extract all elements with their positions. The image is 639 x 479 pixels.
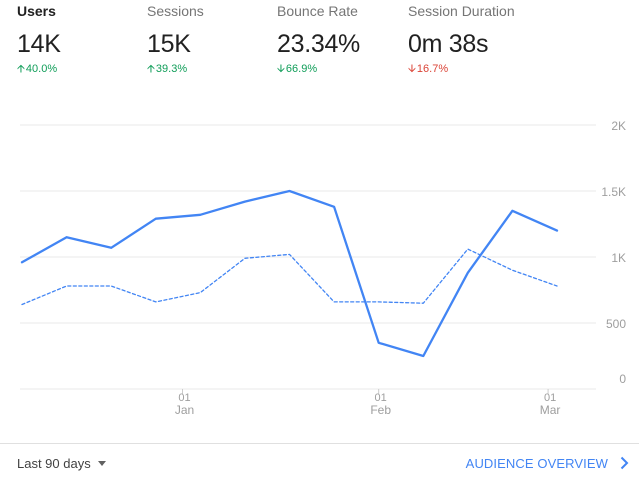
metric-change-value: 16.7% bbox=[416, 63, 449, 75]
arrow-up-icon: 🡩 bbox=[17, 62, 25, 75]
footer-divider bbox=[0, 443, 639, 444]
metric-value: 0m 38s bbox=[408, 30, 489, 58]
metric-label: Session Duration bbox=[408, 3, 515, 19]
metric-tab-bounce-rate[interactable]: Bounce Rate 23.34% 🡫 66.9% bbox=[277, 0, 392, 90]
audience-overview-link[interactable]: AUDIENCE OVERVIEW bbox=[466, 454, 629, 472]
y-tick-label: 500 bbox=[606, 317, 626, 331]
y-tick-label: 1.5K bbox=[601, 185, 626, 199]
metric-tab-users[interactable]: Users 14K 🡩 40.0% bbox=[17, 0, 127, 90]
metric-change-value: 40.0% bbox=[25, 63, 58, 75]
x-tick-month-label: Jan bbox=[175, 403, 194, 417]
metric-change-value: 39.3% bbox=[155, 63, 188, 75]
audience-overview-label: AUDIENCE OVERVIEW bbox=[465, 455, 608, 471]
x-tick-day-label: 01 bbox=[375, 392, 387, 404]
comparison-series-line bbox=[21, 248, 558, 306]
x-tick-month-label: Mar bbox=[540, 403, 561, 417]
metric-label: Bounce Rate bbox=[277, 3, 358, 19]
caret-down-icon bbox=[97, 460, 106, 466]
y-tick-label: 0 bbox=[619, 372, 626, 386]
metric-change: 🡩 39.3% bbox=[147, 63, 187, 75]
x-tick-day-label: 01 bbox=[544, 392, 556, 404]
x-tick-day-label: 01 bbox=[178, 392, 190, 404]
metric-tab-session-duration[interactable]: Session Duration 0m 38s 🡫 16.7% bbox=[408, 0, 538, 90]
chevron-right-icon bbox=[620, 456, 629, 470]
date-range-label: Last 90 days bbox=[17, 455, 91, 471]
metric-value: 23.34% bbox=[277, 30, 360, 58]
metric-value: 14K bbox=[17, 30, 61, 58]
metric-change: 🡩 40.0% bbox=[17, 63, 57, 75]
arrow-down-icon: 🡫 bbox=[277, 62, 285, 75]
metric-change: 🡫 66.9% bbox=[277, 63, 317, 75]
y-tick-label: 2K bbox=[611, 119, 626, 133]
metric-tabs: Users 14K 🡩 40.0% Sessions 15K 🡩 39.3% B… bbox=[0, 0, 639, 90]
date-range-dropdown[interactable]: Last 90 days bbox=[17, 454, 106, 472]
x-tick-month-label: Feb bbox=[370, 403, 391, 417]
arrow-up-icon: 🡩 bbox=[147, 62, 155, 75]
metric-value: 15K bbox=[147, 30, 191, 58]
metric-label: Users bbox=[17, 3, 56, 19]
metric-change: 🡫 16.7% bbox=[408, 63, 448, 75]
users-series-line bbox=[20, 189, 559, 358]
y-tick-label: 1K bbox=[611, 251, 626, 265]
metric-label: Sessions bbox=[147, 3, 204, 19]
arrow-down-icon: 🡫 bbox=[408, 62, 416, 75]
metric-tab-sessions[interactable]: Sessions 15K 🡩 39.3% bbox=[147, 0, 257, 90]
metric-change-value: 66.9% bbox=[285, 63, 318, 75]
users-line-chart[interactable]: 0 500 1K 1.5K 2K 01 Jan 01 Feb 01 Mar bbox=[0, 110, 639, 430]
